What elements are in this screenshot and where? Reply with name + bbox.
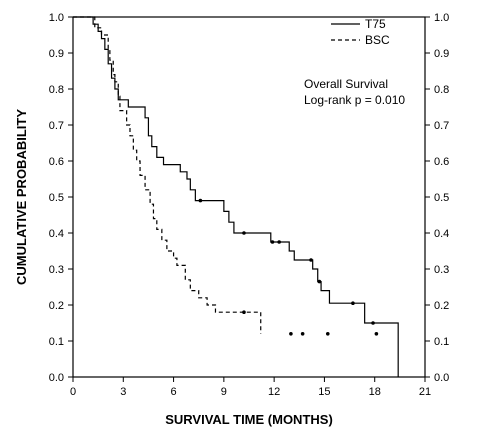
legend-label-bsc: BSC [365,33,390,47]
y-axis-right-ticks: 0.0 0.1 0.2 0.3 0.4 0.5 0.6 0.7 0.8 0.9 1.0 [425,12,449,384]
censor-mark-bsc [289,332,293,336]
y-tick-label-left: 0.4 [49,228,64,240]
censor-mark-bsc [242,310,246,315]
y-tick-label-left: 0.1 [49,336,64,348]
x-tick-label: 3 [120,386,126,398]
y-tick-label-right: 1.0 [434,12,449,24]
y-tick-label-left: 0.8 [49,84,64,96]
y-tick-label-left: 0.7 [49,120,64,132]
y-tick-label-right: 0.2 [434,300,449,312]
x-tick-label: 21 [419,386,431,398]
x-tick-label: 12 [268,386,280,398]
censor-mark-t75 [351,301,355,306]
annotation-title: Overall Survival [304,77,388,91]
x-tick-label: 0 [70,386,76,398]
y-tick-label-left: 0.3 [49,264,64,276]
censor-mark-bsc [300,332,305,336]
y-tick-label-left: 1.0 [49,12,64,24]
censor-mark-t75 [277,240,281,244]
series-line-t75 [73,16,399,377]
x-tick-label: 9 [221,386,227,398]
censor-mark-t75 [198,198,203,203]
y-tick-label-right: 0.1 [434,336,449,348]
y-axis-left-ticks: 0.0 0.1 0.2 0.3 0.4 0.5 0.6 0.7 0.8 0.9 1.0 [49,12,73,384]
y-tick-label-right: 0.3 [434,264,449,276]
y-axis-title: CUMULATIVE PROBABILITY [14,109,29,285]
series-t75 [73,16,399,377]
x-tick-label: 18 [369,386,381,398]
x-axis-title: SURVIVAL TIME (MONTHS) [165,412,333,427]
censor-mark-t75 [317,279,322,284]
censor-mark-bsc [325,332,330,336]
x-tick-label: 6 [171,386,177,398]
censor-mark-t75 [371,321,375,325]
series-line-bsc [73,16,262,334]
x-tick-label: 15 [318,386,330,398]
x-axis-ticks: 0 3 6 9 12 15 18 21 [70,377,431,398]
y-tick-label-right: 0.6 [434,156,449,168]
y-tick-label-right: 0.0 [434,372,449,384]
censor-mark-t75 [242,231,246,235]
y-tick-label-left: 0.5 [49,192,64,204]
annotation-pvalue: Log-rank p = 0.010 [304,93,405,107]
series-bsc [73,16,379,336]
censor-mark-t75 [309,258,313,262]
y-tick-label-right: 0.8 [434,84,449,96]
censor-mark-bsc [374,332,379,336]
y-tick-label-left: 0.2 [49,300,64,312]
legend: T75 BSC [331,17,390,47]
y-tick-label-right: 0.7 [434,120,449,132]
y-tick-label-right: 0.4 [434,228,449,240]
series-layer [73,16,399,377]
censor-mark-t75 [270,240,275,244]
y-tick-label-right: 0.9 [434,48,449,60]
y-tick-label-left: 0.9 [49,48,64,60]
y-tick-label-right: 0.5 [434,192,449,204]
legend-label-t75: T75 [365,17,386,31]
y-tick-label-left: 0.0 [49,372,64,384]
y-tick-label-left: 0.6 [49,156,64,168]
